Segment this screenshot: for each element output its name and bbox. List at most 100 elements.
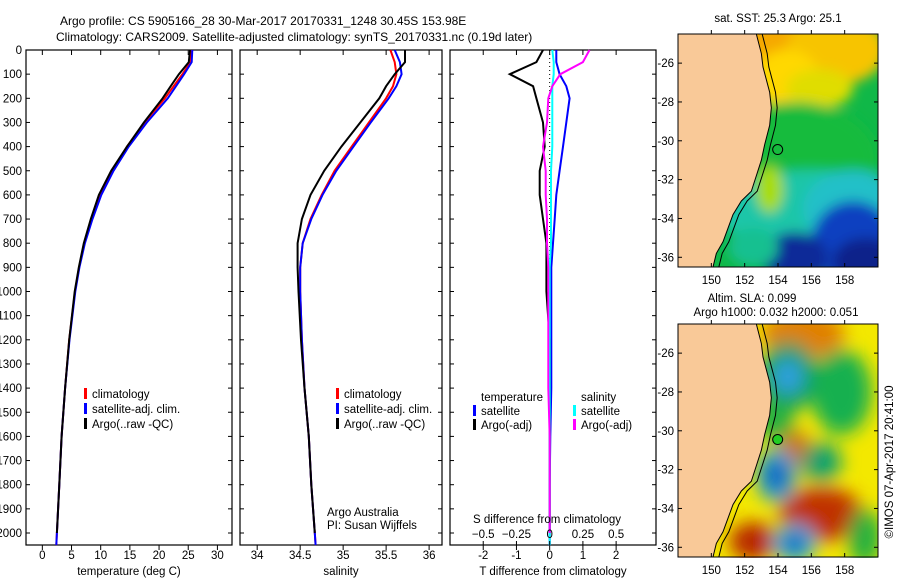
legend-label: satellite xyxy=(481,406,520,418)
legend-label: Argo(-adj) xyxy=(581,420,632,432)
x-tick-label: 20 xyxy=(153,550,166,562)
depth-tick-label: 2000 xyxy=(0,528,22,540)
legend-swatch xyxy=(573,419,576,430)
legend-label: satellite-adj. clim. xyxy=(344,404,432,416)
x-tick-label: 0 xyxy=(546,550,552,562)
x2-tick-label: −0.25 xyxy=(502,529,531,541)
difference-profile-panel: -2 -1 0 1 2 T difference from climatology temp… xyxy=(449,49,657,578)
lon-tick-label: 152 xyxy=(735,275,754,287)
lon-tick-label: 150 xyxy=(702,275,721,287)
depth-tick-label: 1300 xyxy=(0,359,22,371)
legend-title-salinity: salinity xyxy=(581,392,616,404)
series-line-argo-raw-qc- xyxy=(55,49,191,534)
depth-tick-label: 0 xyxy=(16,45,22,57)
maps: -26 -28 -30 -32 -34 -36 150 152 154 156 158 sat. SS… xyxy=(657,13,879,577)
x-axis-label: salinity xyxy=(323,566,358,578)
field-blob xyxy=(761,232,829,267)
argo-position-marker xyxy=(772,434,784,446)
depth-tick-label: 800 xyxy=(3,238,22,250)
depth-tick-label: 1600 xyxy=(0,431,22,443)
lon-tick-label: 154 xyxy=(768,565,788,577)
legend-swatch xyxy=(336,403,339,414)
x2-tick-label: 0.5 xyxy=(608,529,624,541)
field-blob xyxy=(727,228,779,267)
legend-swatch xyxy=(336,418,339,429)
land-australia xyxy=(678,324,772,558)
x2-tick-label: −0.5 xyxy=(472,529,495,541)
x-axis-label: temperature (deg C) xyxy=(77,566,181,578)
sst-map: -26 -28 -30 -32 -34 -36 150 152 154 156 158 sat. SS… xyxy=(657,13,879,287)
temperature-profile-panel: 0 5 10 15 20 25 30 temperature (deg C) climatolo… xyxy=(25,49,233,578)
lat-tick-label: -30 xyxy=(657,136,674,148)
lon-tick-label: 154 xyxy=(768,275,788,287)
lon-tick-label: 152 xyxy=(735,565,754,577)
sla-map: -26 -28 -30 -32 -34 -36 150 152 154 156 158 Altim. … xyxy=(657,293,879,577)
x-tick-label: 34.5 xyxy=(289,550,311,562)
legend-label: satellite xyxy=(581,406,620,418)
legend-swatch xyxy=(84,418,87,429)
x-tick-label: 35.5 xyxy=(375,550,397,562)
lat-tick-label: -34 xyxy=(657,503,674,515)
map-field xyxy=(678,324,878,558)
legend-label: satellite-adj. clim. xyxy=(92,404,180,416)
map-title: Argo h1000: 0.032 h2000: 0.051 xyxy=(694,307,859,319)
depth-tick-label: 900 xyxy=(3,262,22,274)
series-line-argo-raw-qc- xyxy=(296,50,406,534)
isobath-contour xyxy=(718,324,778,558)
legend-label: Argo(-adj) xyxy=(481,420,532,432)
depth-tick-label: 400 xyxy=(3,142,22,154)
salinity-profile-panel: 34 34.5 35 35.5 36 salinity climatology satelli… xyxy=(239,49,443,578)
lat-tick-label: -34 xyxy=(657,213,674,225)
x-tick-label: 30 xyxy=(211,550,224,562)
depth-tick-label: 300 xyxy=(3,117,22,129)
x-tick-label: 34 xyxy=(251,550,264,562)
lat-tick-label: -32 xyxy=(657,175,674,187)
legend-label: climatology xyxy=(92,389,150,401)
depth-tick-label: 600 xyxy=(3,190,22,202)
depth-tick-label: 1800 xyxy=(0,480,22,492)
lon-tick-label: 156 xyxy=(802,275,821,287)
field-blob xyxy=(801,442,842,482)
lon-tick-label: 158 xyxy=(835,565,854,577)
map-field xyxy=(678,34,878,267)
depth-tick-label: 1000 xyxy=(0,287,22,299)
depth-tick-label: 700 xyxy=(3,214,22,226)
field-blob xyxy=(786,68,854,108)
depth-tick-label: 100 xyxy=(3,69,22,81)
legend-label: climatology xyxy=(344,389,402,401)
lat-tick-label: -26 xyxy=(657,348,674,360)
depth-tick-label: 1400 xyxy=(0,383,22,395)
depth-tick-label: 200 xyxy=(3,93,22,105)
legend-title-temperature: temperature xyxy=(481,392,543,404)
legend-swatch xyxy=(473,405,476,416)
land-australia xyxy=(678,34,772,267)
title-line-1: Argo profile: CS 5905166_28 30-Mar-2017 … xyxy=(60,14,466,28)
legend-label: Argo(..raw -QC) xyxy=(344,419,425,431)
lat-tick-label: -26 xyxy=(657,58,674,70)
series-line-salinity-argo-adj- xyxy=(541,49,591,533)
field-blob xyxy=(847,508,878,558)
field-blob xyxy=(766,461,787,490)
field-blob xyxy=(784,533,805,554)
imos-timestamp: ©IMOS 07-Apr-2017 20:41:00 xyxy=(884,386,896,539)
field-blob xyxy=(811,349,872,435)
lon-tick-label: 150 xyxy=(702,565,721,577)
x2-axis-label: S difference from climatology xyxy=(473,514,621,526)
field-blob xyxy=(756,166,784,213)
field-blobs xyxy=(729,324,878,558)
lon-tick-label: 156 xyxy=(802,565,821,577)
x-tick-label: 15 xyxy=(123,550,136,562)
x-tick-label: 36 xyxy=(423,550,436,562)
legend-label: Argo(..raw -QC) xyxy=(92,419,173,431)
x-tick-label: -1 xyxy=(511,550,521,562)
profile-panels: 0100200300400500600700800900100011001200… xyxy=(0,45,657,578)
depth-tick-label: 1200 xyxy=(0,335,22,347)
depth-tick-label: 1100 xyxy=(0,311,22,323)
x2-tick-label: 0.25 xyxy=(572,529,594,541)
x-tick-label: 25 xyxy=(182,550,195,562)
depth-tick-label: 1700 xyxy=(0,456,22,468)
title-line-2: Climatology: CARS2009. Satellite-adjuste… xyxy=(56,30,532,44)
legend-swatch xyxy=(573,405,576,416)
x-axis-label: T difference from climatology xyxy=(479,566,626,578)
